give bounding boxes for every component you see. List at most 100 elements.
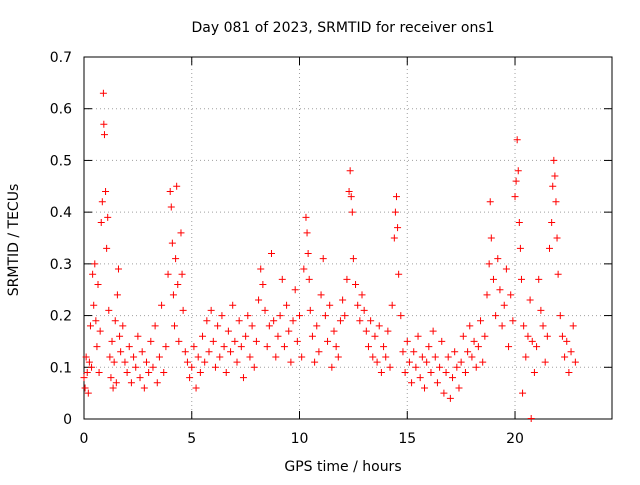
- y-tick-label: 0.2: [50, 309, 72, 325]
- data-point: [114, 265, 122, 273]
- data-point: [339, 296, 347, 304]
- data-point: [216, 353, 224, 361]
- data-point: [563, 337, 571, 345]
- data-point: [181, 348, 189, 356]
- data-point: [330, 327, 338, 335]
- data-point: [553, 234, 561, 242]
- data-point: [246, 353, 254, 361]
- y-tick-label: 0.3: [50, 257, 72, 273]
- data-point: [167, 203, 175, 211]
- data-point: [358, 291, 366, 299]
- data-point: [127, 379, 135, 387]
- data-point: [218, 312, 226, 320]
- data-point: [416, 374, 424, 382]
- data-point: [306, 306, 314, 314]
- data-point: [395, 270, 403, 278]
- data-point: [110, 358, 118, 366]
- data-point: [512, 177, 520, 185]
- data-point: [364, 343, 372, 351]
- data-point: [173, 182, 181, 190]
- data-point: [109, 384, 117, 392]
- data-point: [319, 255, 327, 263]
- data-point: [302, 213, 310, 221]
- data-point: [517, 275, 525, 283]
- data-point: [107, 374, 115, 382]
- data-point: [136, 374, 144, 382]
- data-point: [405, 358, 413, 366]
- data-point: [104, 213, 112, 221]
- data-point: [341, 312, 349, 320]
- data-point: [92, 317, 100, 325]
- data-point: [541, 358, 549, 366]
- data-point: [373, 358, 381, 366]
- data-point: [505, 343, 513, 351]
- data-point: [285, 327, 293, 335]
- data-point: [369, 353, 377, 361]
- data-point: [94, 281, 102, 289]
- data-point: [134, 332, 142, 340]
- data-point: [90, 301, 98, 309]
- data-point: [308, 332, 316, 340]
- data-point: [291, 286, 299, 294]
- data-point: [571, 358, 579, 366]
- data-point: [551, 172, 559, 180]
- data-point: [496, 286, 504, 294]
- data-point: [169, 291, 177, 299]
- data-point: [565, 368, 573, 376]
- data-point: [179, 306, 187, 314]
- data-point: [412, 363, 420, 371]
- data-point: [515, 218, 523, 226]
- data-point: [280, 343, 288, 351]
- data-point: [81, 384, 89, 392]
- data-point: [311, 358, 319, 366]
- data-point: [550, 156, 558, 164]
- y-axis-label: SRMTID / TECUs: [6, 184, 22, 297]
- data-point: [252, 337, 260, 345]
- data-point: [86, 322, 94, 330]
- data-point: [520, 322, 528, 330]
- data-point: [429, 327, 437, 335]
- data-point: [470, 337, 478, 345]
- data-point: [514, 167, 522, 175]
- data-point: [113, 291, 121, 299]
- data-point: [177, 229, 185, 237]
- data-point: [483, 291, 491, 299]
- data-point: [436, 363, 444, 371]
- data-point: [486, 198, 494, 206]
- data-point: [336, 317, 344, 325]
- data-point: [507, 291, 515, 299]
- y-tick-label: 0.4: [50, 205, 72, 221]
- data-point: [527, 414, 535, 422]
- data-point: [485, 260, 493, 268]
- data-point: [461, 368, 469, 376]
- data-point: [123, 368, 131, 376]
- data-point: [224, 327, 232, 335]
- data-point: [85, 358, 93, 366]
- data-point: [205, 348, 213, 356]
- data-point: [194, 353, 202, 361]
- data-point: [199, 332, 207, 340]
- data-point: [524, 332, 532, 340]
- data-point: [392, 193, 400, 201]
- data-point: [382, 353, 390, 361]
- data-point: [293, 337, 301, 345]
- data-point: [533, 343, 541, 351]
- data-point: [119, 322, 127, 330]
- data-point: [250, 363, 258, 371]
- data-point: [289, 317, 297, 325]
- data-point: [276, 312, 284, 320]
- data-point: [82, 353, 90, 361]
- x-tick-label: 20: [506, 431, 524, 447]
- data-point: [106, 353, 114, 361]
- data-point: [345, 187, 353, 195]
- data-point: [567, 348, 575, 356]
- data-point: [401, 368, 409, 376]
- data-point: [274, 332, 282, 340]
- data-point: [105, 306, 113, 314]
- data-point: [278, 275, 286, 283]
- data-point: [347, 193, 355, 201]
- data-point: [356, 317, 364, 325]
- data-point: [354, 301, 362, 309]
- data-point: [377, 368, 385, 376]
- data-point: [494, 255, 502, 263]
